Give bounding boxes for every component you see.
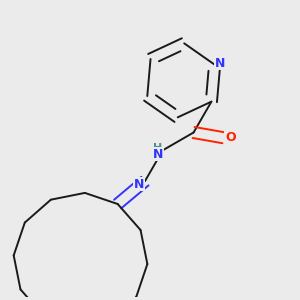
Text: H: H	[154, 143, 163, 153]
Text: N: N	[134, 178, 144, 191]
Text: N: N	[215, 57, 225, 70]
Text: N: N	[153, 148, 163, 160]
Text: O: O	[225, 131, 236, 144]
